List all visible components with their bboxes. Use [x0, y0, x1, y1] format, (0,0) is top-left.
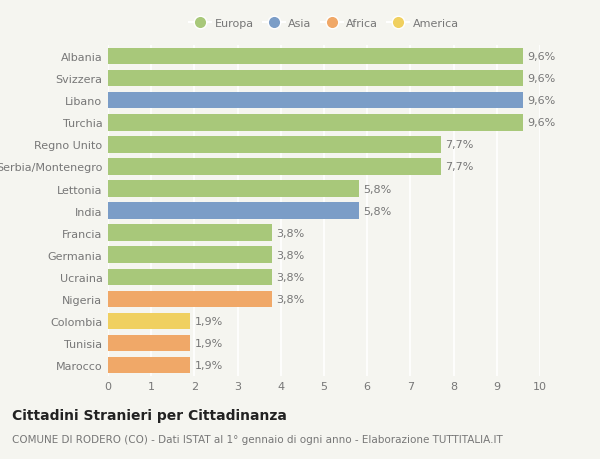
Bar: [108, 49, 523, 65]
Text: 9,6%: 9,6%: [527, 52, 555, 62]
Bar: [108, 159, 440, 175]
Text: 3,8%: 3,8%: [277, 272, 305, 282]
Bar: [108, 181, 359, 197]
Bar: [108, 203, 359, 219]
Text: 9,6%: 9,6%: [527, 74, 555, 84]
Text: 1,9%: 1,9%: [194, 316, 223, 326]
Text: 3,8%: 3,8%: [277, 294, 305, 304]
Text: 7,7%: 7,7%: [445, 140, 473, 150]
Text: 1,9%: 1,9%: [194, 338, 223, 348]
Legend: Europa, Asia, Africa, America: Europa, Asia, Africa, America: [185, 15, 463, 34]
Text: 7,7%: 7,7%: [445, 162, 473, 172]
Bar: [108, 137, 440, 153]
Bar: [108, 291, 272, 308]
Bar: [108, 269, 272, 285]
Text: 3,8%: 3,8%: [277, 250, 305, 260]
Bar: [108, 357, 190, 374]
Text: 9,6%: 9,6%: [527, 96, 555, 106]
Text: 9,6%: 9,6%: [527, 118, 555, 128]
Text: 1,9%: 1,9%: [194, 360, 223, 370]
Bar: [108, 71, 523, 87]
Bar: [108, 247, 272, 263]
Text: 5,8%: 5,8%: [363, 206, 391, 216]
Bar: [108, 313, 190, 330]
Text: COMUNE DI RODERO (CO) - Dati ISTAT al 1° gennaio di ogni anno - Elaborazione TUT: COMUNE DI RODERO (CO) - Dati ISTAT al 1°…: [12, 434, 503, 444]
Bar: [108, 93, 523, 109]
Bar: [108, 225, 272, 241]
Text: 5,8%: 5,8%: [363, 184, 391, 194]
Text: 3,8%: 3,8%: [277, 228, 305, 238]
Bar: [108, 115, 523, 131]
Text: Cittadini Stranieri per Cittadinanza: Cittadini Stranieri per Cittadinanza: [12, 409, 287, 422]
Bar: [108, 335, 190, 352]
